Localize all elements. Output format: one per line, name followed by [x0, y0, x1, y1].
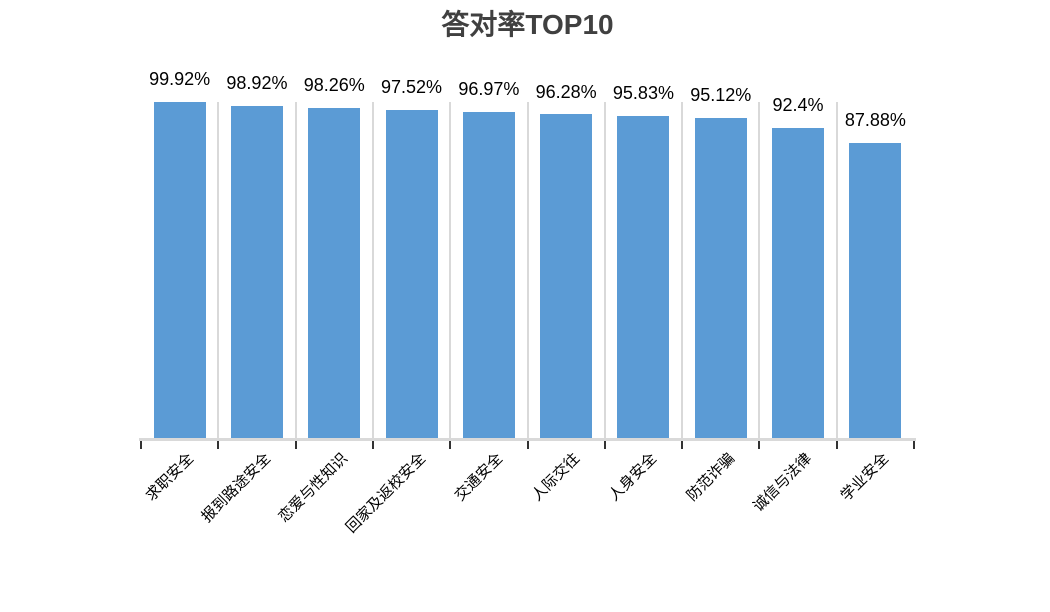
value-label: 95.12% [690, 85, 752, 106]
x-axis-tick [835, 441, 838, 449]
bar-2 [230, 105, 283, 438]
value-label: 98.92% [226, 72, 288, 93]
x-axis-tick [371, 441, 374, 449]
x-axis-tick [449, 441, 452, 449]
category-label: 学业安全 [837, 450, 893, 505]
category-label: 求职安全 [142, 450, 197, 505]
x-axis-tick [294, 441, 297, 449]
plot-area: 99.92% 98.92% 98.26% 97.52% 96.97% 96.28% 95.8… [141, 69, 914, 438]
category-label: 交通安全 [451, 450, 506, 505]
category-label: 恋爱与性知识 [275, 450, 352, 526]
vertical-gridline [758, 102, 761, 438]
x-axis-tick [217, 441, 220, 449]
x-axis-tick [140, 441, 142, 449]
value-label: 92.4% [772, 94, 824, 115]
x-axis-line [139, 438, 916, 441]
value-label: 95.83% [612, 83, 674, 104]
category-label: 人身安全 [606, 450, 661, 505]
value-label: 87.88% [844, 109, 906, 130]
bar-6 [540, 114, 593, 438]
bar-1 [153, 102, 206, 438]
vertical-gridline [835, 102, 838, 438]
category-label: 防范诈骗 [683, 450, 738, 505]
category-label: 人际交往 [528, 450, 584, 505]
vertical-gridline [294, 102, 297, 438]
x-axis-tick [603, 441, 606, 449]
value-label: 98.26% [303, 74, 365, 95]
vertical-gridline [217, 102, 220, 438]
x-axis-tick [758, 441, 761, 449]
category-label: 报到路途安全 [198, 450, 274, 526]
bar-4 [385, 110, 438, 438]
vertical-gridline [526, 102, 529, 438]
category-label: 诚信与法律 [750, 450, 816, 516]
category-label: 回家及返校安全 [342, 450, 429, 537]
bar-9 [772, 127, 825, 438]
value-label: 96.28% [535, 81, 597, 102]
x-axis-tick [526, 441, 529, 449]
x-axis-tick [681, 441, 684, 449]
bar-5 [462, 112, 515, 438]
value-label: 97.52% [381, 77, 443, 98]
bar-3 [308, 107, 361, 438]
value-label: 99.92% [149, 69, 211, 90]
bar-10 [849, 142, 902, 438]
chart-title: 答对率TOP10 [441, 9, 614, 40]
bar-7 [617, 116, 670, 438]
vertical-gridline [603, 102, 606, 438]
vertical-gridline [371, 102, 374, 438]
value-label: 96.97% [458, 79, 520, 100]
bar-8 [694, 118, 747, 438]
vertical-gridline [681, 102, 684, 438]
vertical-gridline [449, 102, 452, 438]
x-axis-tick [913, 441, 915, 449]
